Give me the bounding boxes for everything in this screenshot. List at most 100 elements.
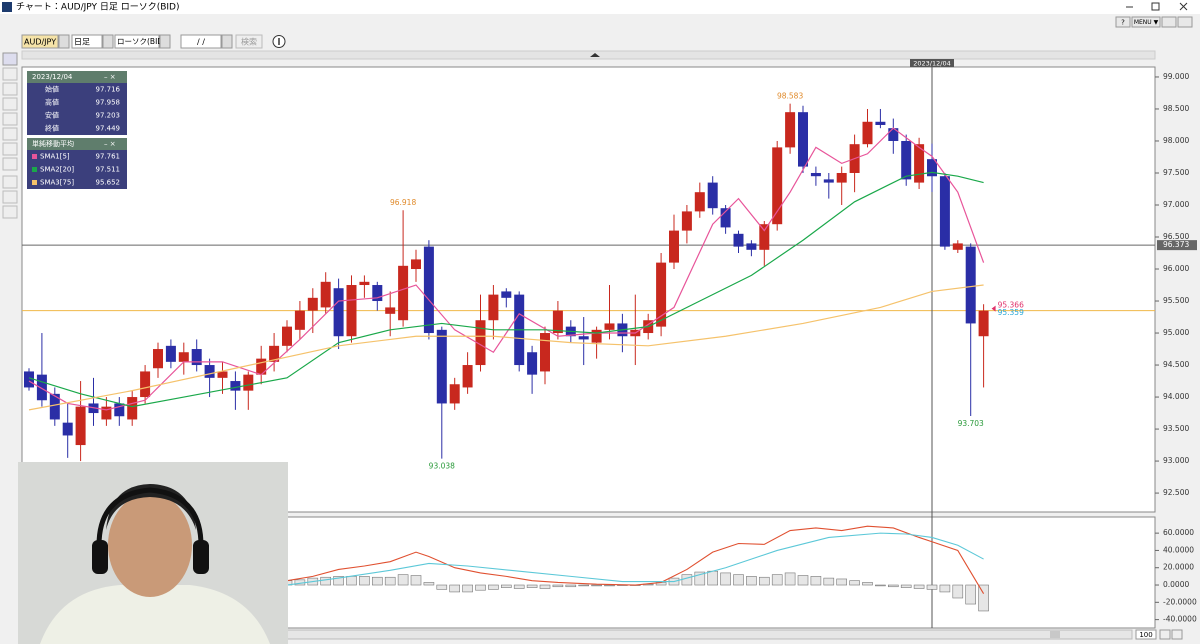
candle-body xyxy=(978,310,989,337)
candle-body xyxy=(939,176,950,247)
panel-row xyxy=(27,83,127,96)
histogram-bar xyxy=(346,576,357,586)
candle-body xyxy=(269,345,280,362)
panel-value: 97.958 xyxy=(96,99,121,107)
tool-button[interactable] xyxy=(2,82,18,96)
dropdown-arrow[interactable] xyxy=(159,34,171,49)
histogram-bar xyxy=(681,574,693,586)
panel-label: 始値 xyxy=(45,85,59,94)
histogram-bar xyxy=(423,582,435,586)
candle-body xyxy=(927,159,937,177)
candle-body xyxy=(24,371,34,388)
search-button[interactable] xyxy=(235,34,263,49)
candle-body xyxy=(875,121,886,125)
zoom-box[interactable] xyxy=(1135,629,1157,640)
candle-body xyxy=(243,374,254,391)
period-label: 日足 xyxy=(74,38,90,47)
candle-body xyxy=(436,329,447,404)
histogram-bar xyxy=(965,584,977,605)
candle-body xyxy=(772,147,783,225)
tool-button[interactable] xyxy=(2,127,18,141)
scroll-thumb[interactable] xyxy=(1050,631,1060,638)
candle-body xyxy=(952,243,963,250)
tool-button[interactable] xyxy=(2,67,18,81)
candle-body xyxy=(230,381,241,391)
symbol-label: AUD/JPY xyxy=(24,38,56,47)
candle-body xyxy=(49,393,60,420)
legend-swatch xyxy=(32,167,37,172)
candle-body xyxy=(604,323,615,330)
panel-label: 高値 xyxy=(45,98,59,107)
histogram-bar xyxy=(978,584,989,612)
candle-body xyxy=(746,243,757,250)
histogram-bar xyxy=(333,576,344,586)
candle-body xyxy=(165,345,176,362)
candle-body xyxy=(346,285,357,337)
panel-controls: – × xyxy=(104,73,116,81)
candle-body xyxy=(140,371,151,398)
period-select[interactable] xyxy=(71,34,103,49)
histogram-bar xyxy=(359,576,370,586)
histogram-bar xyxy=(849,580,860,586)
panel-row xyxy=(27,122,127,135)
tool-button[interactable] xyxy=(2,175,18,189)
histogram-bar xyxy=(913,584,925,589)
collapse-bar[interactable] xyxy=(21,50,1156,60)
window-button[interactable] xyxy=(1161,16,1177,28)
candle-body xyxy=(178,352,189,362)
candle-body xyxy=(901,140,912,180)
menu-button[interactable] xyxy=(1131,16,1161,28)
chart-type-select[interactable] xyxy=(114,34,160,49)
candle-body xyxy=(75,406,86,446)
price-label: 95.359 xyxy=(998,308,1024,317)
tool-button[interactable] xyxy=(2,142,18,156)
histogram-bar xyxy=(823,577,835,586)
panel-row xyxy=(27,150,127,163)
tool-button[interactable] xyxy=(2,52,18,66)
histogram-bar xyxy=(887,584,899,588)
info-panel: 2023/12/04 – × 始値 97.716 高値 97.958 安値 97.203 終値 9… xyxy=(27,71,127,189)
candle-body xyxy=(488,294,499,321)
candle-body xyxy=(578,336,589,340)
candle-body xyxy=(153,349,163,369)
candle-body xyxy=(256,358,267,375)
candle-body xyxy=(785,112,796,148)
close-button[interactable] xyxy=(1179,2,1188,11)
y-tick-label: 93.500 xyxy=(1163,424,1189,433)
candle-body xyxy=(204,365,215,378)
price-arrow xyxy=(991,305,996,312)
sma-line xyxy=(28,284,984,411)
dropdown-arrow[interactable] xyxy=(102,34,114,49)
sma-line xyxy=(28,127,985,411)
histogram-bar xyxy=(875,584,886,587)
dropdown-arrow[interactable] xyxy=(221,34,233,49)
candle-body xyxy=(101,406,112,420)
candle-body xyxy=(191,349,202,366)
zoom-out[interactable] xyxy=(1171,629,1183,640)
symbol-select[interactable] xyxy=(21,34,59,49)
tool-button[interactable] xyxy=(2,97,18,111)
edit-button[interactable] xyxy=(1177,16,1193,28)
candle-body xyxy=(540,333,550,372)
y-tick-label: 60.0000 xyxy=(1163,528,1194,537)
help-button[interactable] xyxy=(1115,16,1131,28)
zoom-in[interactable] xyxy=(1159,629,1171,640)
histogram-bar xyxy=(771,574,783,586)
date-input[interactable] xyxy=(180,34,222,49)
date-input-label: / / xyxy=(197,38,205,47)
tool-button[interactable] xyxy=(2,157,18,171)
tool-button[interactable] xyxy=(2,112,18,126)
maximize-button[interactable] xyxy=(1151,2,1160,11)
candle-body xyxy=(720,208,731,228)
candle-body xyxy=(385,307,396,314)
panel-row xyxy=(27,176,127,189)
candle-body xyxy=(307,297,318,311)
tool-button[interactable] xyxy=(2,205,18,219)
histogram-bar xyxy=(694,571,706,586)
dropdown-arrow[interactable] xyxy=(58,34,70,49)
y-tick-label: 97.500 xyxy=(1163,168,1189,177)
panel-row xyxy=(27,71,127,83)
headphone-cup xyxy=(92,540,108,574)
panel-value: 97.761 xyxy=(96,153,121,161)
tool-button[interactable] xyxy=(2,190,18,204)
